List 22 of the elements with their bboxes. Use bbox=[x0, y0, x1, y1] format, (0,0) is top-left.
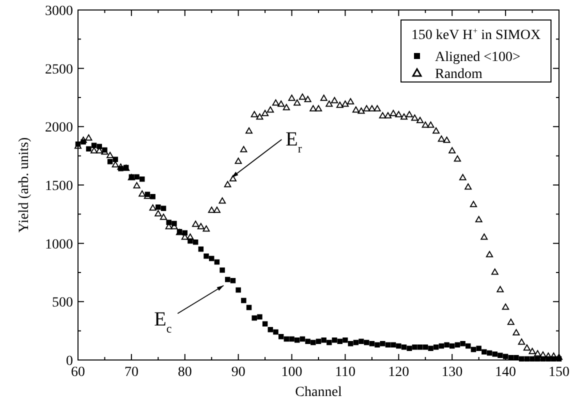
y-tick-label: 1500 bbox=[45, 179, 73, 194]
x-tick-label: 140 bbox=[495, 365, 516, 380]
x-tick-label: 80 bbox=[178, 365, 192, 380]
x-tick-label: 130 bbox=[442, 365, 463, 380]
y-tick-label: 2500 bbox=[45, 62, 73, 78]
x-tick-label: 70 bbox=[124, 365, 138, 380]
x-tick-label: 150 bbox=[548, 365, 570, 380]
legend-label: Aligned <100> bbox=[435, 50, 520, 65]
y-tick-label: 2000 bbox=[45, 120, 73, 136]
legend-label: Random bbox=[435, 67, 483, 82]
x-tick-label: 90 bbox=[231, 365, 246, 380]
y-tick-label: 500 bbox=[52, 296, 73, 311]
x-axis-title: Channel bbox=[295, 385, 342, 400]
x-tick-label: 60 bbox=[71, 365, 85, 380]
y-tick-label: 1000 bbox=[45, 237, 73, 252]
x-tick-label: 120 bbox=[388, 365, 410, 380]
y-axis-title: Yield (arb. units) bbox=[17, 137, 32, 233]
x-tick-label: 110 bbox=[334, 365, 356, 380]
legend-title: 150 keV H+ in SIMOX bbox=[411, 26, 541, 43]
y-tick-label: 3000 bbox=[45, 4, 73, 19]
x-tick-label: 100 bbox=[281, 365, 302, 380]
y-tick-label: 0 bbox=[66, 354, 73, 369]
